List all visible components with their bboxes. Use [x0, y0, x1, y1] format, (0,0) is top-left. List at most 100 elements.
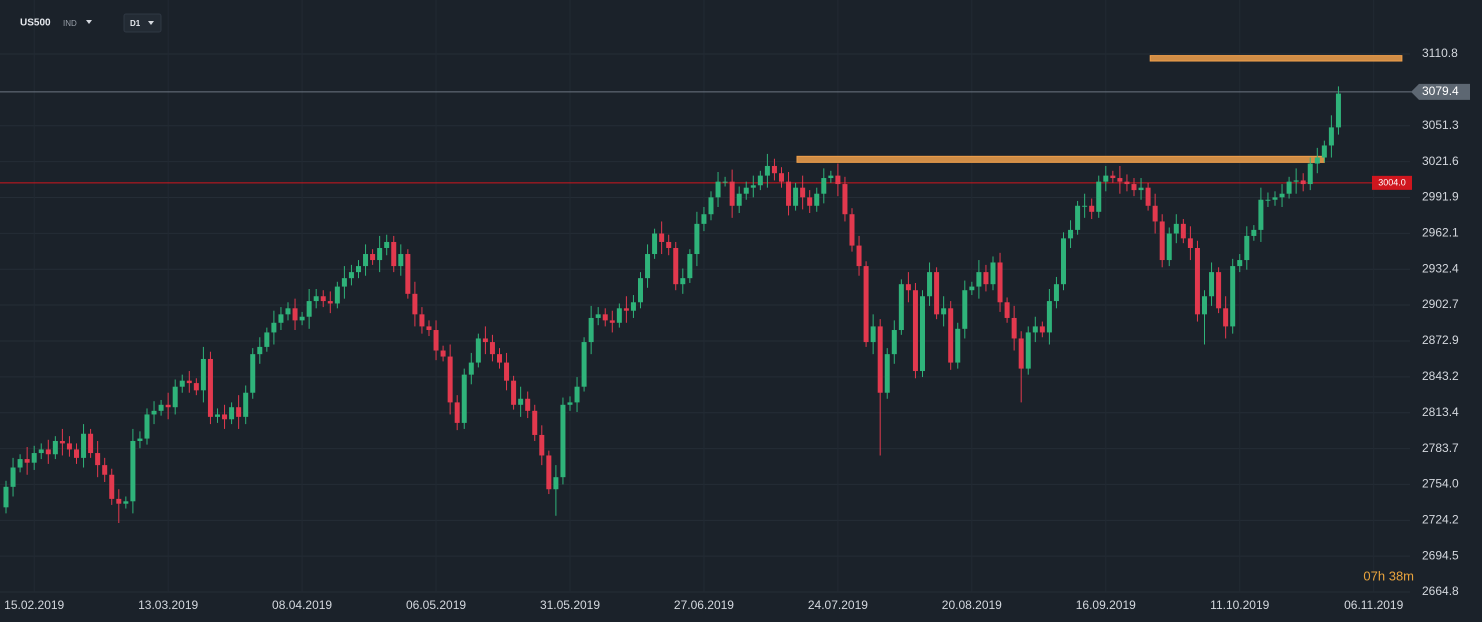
candle-body	[955, 328, 961, 363]
candle-body	[1244, 235, 1250, 261]
y-tick-label: 2754.0	[1422, 477, 1459, 491]
candle-body	[905, 284, 911, 291]
candle-body	[729, 181, 735, 206]
candle-body	[52, 440, 58, 455]
candle-body	[1265, 199, 1271, 201]
candle-body	[743, 187, 749, 194]
candle-body	[1004, 302, 1010, 318]
candle-body	[623, 308, 629, 311]
y-tick-label: 2694.5	[1422, 548, 1459, 562]
candle-body	[391, 241, 397, 267]
x-tick-label: 13.03.2019	[138, 598, 198, 612]
y-tick-label: 2962.1	[1422, 226, 1459, 240]
candle-body	[567, 402, 573, 405]
candle-body	[1272, 197, 1278, 200]
y-tick-label: 2872.9	[1422, 333, 1459, 347]
candle-body	[348, 272, 354, 279]
candle-body	[553, 477, 559, 490]
candle-body	[1180, 223, 1186, 239]
candle-body	[1201, 296, 1207, 315]
candle-body	[778, 173, 784, 182]
candle-body	[814, 193, 820, 206]
candle-body	[722, 181, 728, 183]
candle-body	[377, 247, 383, 261]
candle-body	[243, 392, 249, 417]
toolbar: US500 IND D1	[20, 13, 162, 33]
y-tick-label: 3021.6	[1422, 154, 1459, 168]
candle-body	[1335, 93, 1341, 128]
candle-body	[461, 374, 467, 423]
candle-body	[334, 286, 340, 304]
candle-body	[1068, 229, 1074, 239]
candle-body	[757, 175, 763, 186]
candle-body	[793, 187, 799, 206]
candle-body	[652, 233, 658, 255]
y-tick-label: 2932.4	[1422, 261, 1459, 275]
timeframe[interactable]: D1	[130, 19, 141, 28]
candle-body	[1011, 317, 1017, 339]
candle-body	[257, 346, 263, 355]
candle-body	[898, 284, 904, 331]
candle-body	[842, 184, 848, 215]
candle-body	[1089, 205, 1095, 212]
candle-body	[454, 402, 460, 423]
candle-body	[285, 308, 291, 315]
candle-body	[482, 338, 488, 343]
candle-body	[694, 223, 700, 255]
candle-body	[130, 440, 136, 502]
candle-body	[398, 254, 404, 267]
candle-body	[504, 362, 510, 381]
candle-body	[116, 498, 122, 504]
x-tick-label: 06.05.2019	[406, 598, 466, 612]
timeframe-button[interactable]	[123, 13, 162, 33]
candle-body	[193, 383, 199, 391]
candle-body	[1110, 175, 1116, 179]
candle-body	[786, 181, 792, 206]
candle-body	[1230, 266, 1236, 327]
candle-body	[165, 404, 171, 408]
candle-body	[962, 290, 968, 329]
candle-body	[1060, 238, 1066, 285]
candle-body	[3, 486, 9, 508]
candle-body	[828, 175, 834, 179]
candle-body	[771, 165, 777, 174]
candle-body	[919, 296, 925, 372]
candle-body	[214, 414, 220, 417]
dropdown-arrow[interactable]	[86, 20, 92, 24]
candle-body	[95, 453, 101, 466]
candle-body	[1209, 272, 1215, 297]
candle-body	[976, 272, 982, 287]
candle-body	[355, 266, 361, 273]
dropdown-arrow[interactable]	[148, 21, 154, 25]
candle-body	[229, 407, 235, 420]
candle-body	[574, 386, 580, 403]
candle-body	[1328, 127, 1334, 146]
candle-body	[1293, 180, 1299, 182]
candle-body	[1138, 187, 1144, 191]
symbol[interactable]: US500	[20, 18, 51, 29]
y-tick-label: 3110.8	[1422, 46, 1458, 60]
candle-body	[1145, 187, 1151, 206]
candle-body	[1096, 181, 1102, 212]
candle-body	[877, 326, 883, 393]
y-tick-label: 2991.9	[1422, 190, 1459, 204]
candle-body	[186, 380, 192, 384]
candle-body	[1131, 184, 1137, 191]
candle-body	[137, 438, 143, 441]
y-tick-label: 2783.7	[1422, 441, 1459, 455]
candle-body	[687, 254, 693, 279]
candle-body	[144, 414, 150, 439]
candle-body	[764, 165, 770, 176]
resistance-zone[interactable]	[1149, 55, 1403, 62]
candle-body	[468, 362, 474, 375]
x-tick-label: 31.05.2019	[540, 598, 600, 612]
candle-body	[412, 293, 418, 315]
candle-body	[602, 314, 608, 321]
candle-body	[616, 308, 622, 323]
candle-body	[222, 414, 228, 420]
current-price-tag	[1411, 83, 1470, 100]
candle-body	[934, 272, 940, 315]
resistance-zone[interactable]	[796, 155, 1325, 163]
